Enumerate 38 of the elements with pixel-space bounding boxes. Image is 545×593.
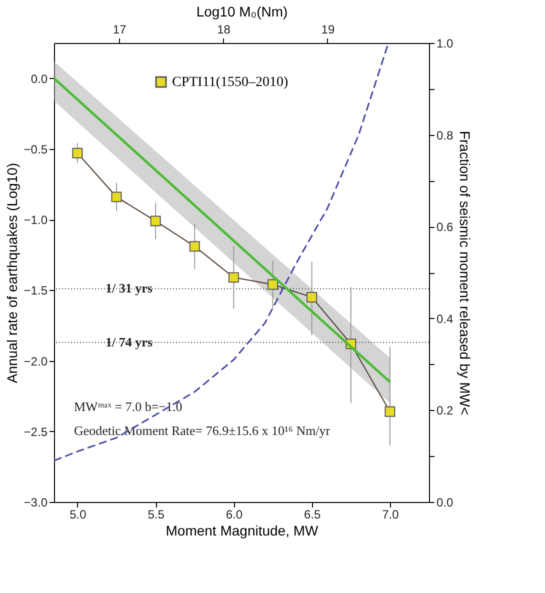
x2-tick-label: 18 [217, 22, 231, 36]
x-tick-label: 5.5 [148, 508, 165, 522]
y-tick-label: 0.0 [30, 72, 48, 86]
ref-line-label: 1/ 31 yrs [106, 280, 152, 296]
y2-tick-label: 0.8 [436, 128, 454, 142]
point [384, 406, 396, 417]
ref-line-label: 1/ 74 yrs [106, 334, 152, 350]
y2-axis-title: Fraction of seismic moment released by MW< [457, 130, 474, 416]
x-tick-label: 6.5 [304, 508, 321, 522]
x-tick-label: 6.0 [226, 508, 243, 522]
annotation: Geodetic Moment Rate= 76.9±15.6 x 10¹⁶ Nm/yr [74, 423, 331, 438]
y2-tick-label: 1.0 [436, 36, 454, 50]
legend-label: CPTI11(1550–2010) [172, 75, 288, 90]
point [72, 148, 83, 158]
y-tick-label: −0.5 [24, 142, 48, 156]
y-axis-title: Annual rate of earthquakes (Log10) [4, 162, 20, 384]
y2-tick-label: 0.0 [436, 496, 454, 510]
y-tick-label: −3.0 [24, 496, 48, 510]
x2-tick-label: 17 [112, 22, 127, 36]
y-tick-label: −1.5 [24, 284, 48, 298]
point [111, 192, 122, 202]
x2-tick-label: 19 [321, 22, 335, 36]
x-tick-label: 5.0 [70, 508, 87, 522]
x-axis-title: Moment Magnitude, MW [166, 522, 320, 538]
point [150, 216, 161, 226]
annotation: MWᵐᵃˣ = 7.0 b=−1.0 [74, 399, 182, 414]
point [268, 279, 278, 290]
point [228, 272, 239, 283]
x-tick-label: 7.0 [382, 508, 400, 522]
y-tick-label: −2.5 [24, 424, 48, 439]
point [189, 241, 200, 252]
y2-tick-label: 0.2 [436, 404, 454, 418]
x2-axis-title: Log10 M₀(Nm) [196, 4, 288, 20]
y-tick-label: −1.0 [24, 213, 48, 228]
y2-tick-label: 0.4 [436, 312, 454, 326]
point [306, 292, 318, 302]
y2-tick-label: 0.6 [436, 220, 454, 234]
y-tick-label: −2.0 [24, 354, 48, 368]
